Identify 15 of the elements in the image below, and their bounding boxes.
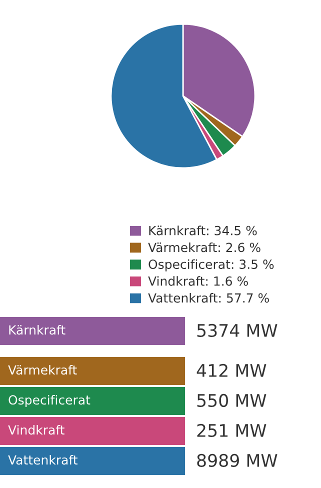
data-label: 251 MW [197, 424, 266, 438]
legend-label: Ospecificerat: 3.5 % [148, 259, 274, 272]
category-label: Vattenkraft [8, 454, 78, 465]
data-label: 412 MW [196, 364, 266, 377]
legend-label: Vattenkraft: 57.7 % [148, 293, 269, 303]
category-label: Vindkraft [8, 424, 64, 435]
category-label: Kärnkraft [9, 324, 66, 335]
legend-label: Värmekraft: 2.6 % [148, 242, 260, 252]
legend-label: Vindkraft: 1.6 % [148, 276, 248, 286]
data-label: 5374 MW [197, 324, 278, 338]
category-label: Ospecificerat [8, 394, 90, 408]
data-label: 8989 MW [197, 454, 278, 468]
data-label: 550 MW [197, 394, 266, 408]
category-label: Värmekraft [8, 364, 77, 375]
legend-label: Kärnkraft: 34.5 % [149, 226, 257, 236]
